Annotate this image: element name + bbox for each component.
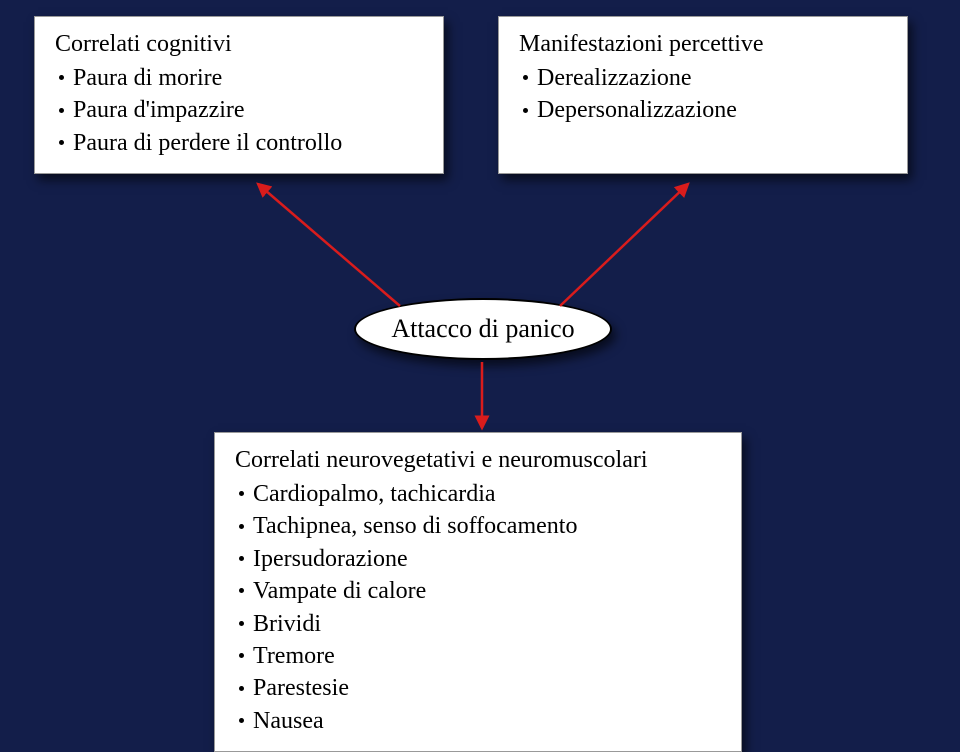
center-label: Attacco di panico [391, 314, 574, 344]
box-cognitive-list: Paura di morire Paura d'impazzire Paura … [55, 62, 423, 159]
list-item: Cardiopalmo, tachicardia [239, 478, 721, 510]
list-item: Depersonalizzazione [523, 94, 887, 126]
box-perceptive-list: Derealizzazione Depersonalizzazione [519, 62, 887, 127]
box-cognitive: Correlati cognitivi Paura di morire Paur… [34, 16, 444, 174]
list-item: Paura d'impazzire [59, 94, 423, 126]
list-item: Ipersudorazione [239, 543, 721, 575]
box-cognitive-heading: Correlati cognitivi [55, 31, 423, 58]
list-item: Derealizzazione [523, 62, 887, 94]
list-item: Tachipnea, senso di soffocamento [239, 510, 721, 542]
box-neurovegetative: Correlati neurovegetativi e neuromuscola… [214, 432, 742, 752]
list-item: Paura di perdere il controllo [59, 127, 423, 159]
list-item: Nausea [239, 705, 721, 737]
box-perceptive: Manifestazioni percettive Derealizzazion… [498, 16, 908, 174]
center-ellipse: Attacco di panico [354, 298, 612, 360]
list-item: Tremore [239, 640, 721, 672]
box-neurovegetative-list: Cardiopalmo, tachicardia Tachipnea, sens… [235, 478, 721, 737]
list-item: Vampate di calore [239, 575, 721, 607]
box-neurovegetative-heading: Correlati neurovegetativi e neuromuscola… [235, 447, 721, 474]
list-item: Paura di morire [59, 62, 423, 94]
list-item: Brividi [239, 608, 721, 640]
box-perceptive-heading: Manifestazioni percettive [519, 31, 887, 58]
list-item: Parestesie [239, 672, 721, 704]
